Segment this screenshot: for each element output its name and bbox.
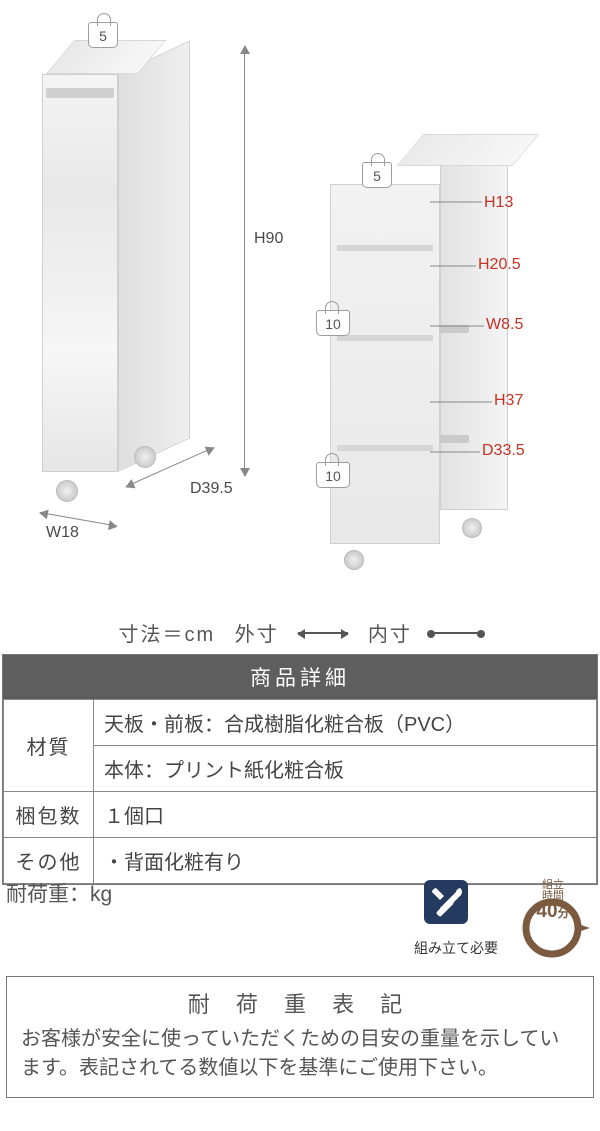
load-tag-icon: 10 (316, 462, 350, 488)
spec-key-packages: 梱包数 (4, 792, 94, 838)
cabinet-front-panel (42, 74, 118, 472)
legend-outer-arrow-icon (298, 632, 348, 634)
dimension-label-width: W18 (46, 524, 79, 542)
load-note-title: 耐 荷 重 表 記 (21, 987, 579, 1019)
spec-table-header: 商品詳細 (3, 655, 597, 699)
dimension-label-depth: D39.5 (190, 480, 233, 498)
spec-table-body: 材質 天板・前板：合成樹脂化粧合板（PVC） 本体：プリント紙化粧合板 梱包数 … (3, 699, 597, 884)
spec-cell: 天板・前板：合成樹脂化粧合板（PVC） (94, 700, 597, 746)
legend-outer-label: 外寸 (235, 618, 279, 647)
dimension-label-height: H90 (254, 230, 283, 248)
dimension-arrow-height (244, 46, 245, 476)
product-spec-sheet: 5 H90 D39.5 W18 5 10 10 H13 H20.5 W8.5 H… (0, 0, 600, 1131)
drawer-shelf (337, 335, 433, 341)
drawer-shelf (337, 245, 433, 251)
table-row: 梱包数 １個口 (4, 792, 597, 838)
cabinet-handle (46, 88, 114, 98)
assembly-required-label: 組み立て必要 (414, 938, 498, 958)
load-tag-icon: 5 (362, 162, 392, 188)
load-assembly-row: 耐荷重：kg 組み立て必要 (6, 878, 594, 988)
caster-wheel (56, 480, 78, 502)
spec-table: 商品詳細 材質 天板・前板：合成樹脂化粧合板（PVC） 本体：プリント紙化粧合板… (2, 654, 598, 885)
spec-cell: １個口 (94, 792, 597, 838)
tools-icon (414, 874, 478, 934)
caster-wheel (344, 550, 364, 570)
assembly-time-unit: 分 (558, 906, 570, 920)
load-note-box: 耐 荷 重 表 記 お客様が安全に使っていただくための目安の重量を示しています。… (6, 976, 594, 1098)
assembly-time-badge: 組立 時間 40分 (518, 894, 590, 958)
legend-inner-arrow-icon (431, 632, 481, 634)
drawer-shelf (337, 445, 433, 451)
cabinet-drawer-pullout (330, 184, 440, 544)
assembly-required-badge: 組み立て必要 (414, 874, 498, 958)
load-tag-icon: 5 (88, 22, 118, 48)
load-note-body: お客様が安全に使っていただくための目安の重量を示しています。表記されてる数値以下… (21, 1025, 579, 1083)
spec-cell: 本体：プリント紙化粧合板 (94, 746, 597, 792)
diagram-cabinet-closed (38, 40, 258, 540)
assembly-time-value: 40 (536, 901, 557, 922)
cabinet-side-panel (118, 40, 190, 472)
dimension-leader-lines (430, 180, 500, 500)
spec-key-other: その他 (4, 838, 94, 884)
dimension-legend: 寸法＝cm 外寸 内寸 (0, 618, 600, 647)
cabinet-top-panel (397, 134, 540, 166)
legend-inner-label: 内寸 (368, 618, 412, 647)
caster-wheel (134, 446, 156, 468)
legend-unit: 寸法＝cm (119, 618, 216, 647)
spec-key-material: 材質 (4, 700, 94, 792)
assembly-time-inner: 組立 時間 40分 (526, 880, 580, 923)
load-tag-icon: 10 (316, 310, 350, 336)
caster-wheel (462, 518, 482, 538)
table-row: 材質 天板・前板：合成樹脂化粧合板（PVC） (4, 700, 597, 746)
